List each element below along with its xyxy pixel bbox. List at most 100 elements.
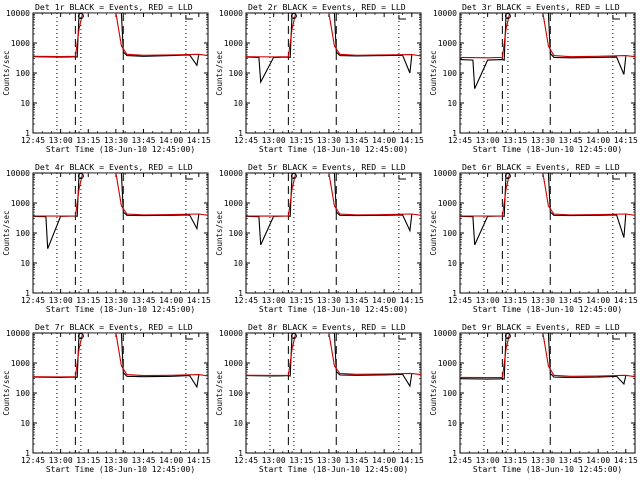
x-tick-label: 12:45 bbox=[21, 456, 45, 465]
plot-frame bbox=[459, 172, 636, 294]
series-line-events bbox=[33, 173, 200, 249]
x-tick-label: 12:45 bbox=[21, 296, 45, 305]
series-line-events bbox=[33, 13, 200, 67]
x-tick-label: 12:45 bbox=[448, 296, 472, 305]
y-tick-label: 100 bbox=[229, 69, 244, 78]
y-tick-label: 10000 bbox=[433, 169, 457, 178]
plot-frame bbox=[245, 332, 422, 454]
y-tick-label: 10 bbox=[233, 259, 243, 268]
y-tick-label: 1000 bbox=[11, 359, 30, 368]
y-tick-label: 1000 bbox=[224, 359, 243, 368]
x-tick-label: 13:00 bbox=[262, 296, 286, 305]
y-tick-label: 10000 bbox=[433, 329, 457, 338]
y-tick-label: 1000 bbox=[438, 359, 457, 368]
x-tick-label: 13:30 bbox=[531, 296, 555, 305]
marker-bracket bbox=[612, 15, 620, 20]
x-tick-label: 13:30 bbox=[104, 456, 128, 465]
y-tick-label: 10 bbox=[233, 419, 243, 428]
y-axis-label: Counts/sec bbox=[2, 50, 11, 95]
chart-panel-1: Det 1r BLACK = Events, RED = LLD 1 10 100 10… bbox=[2, 2, 211, 154]
marker-bracket bbox=[612, 335, 620, 340]
y-tick-label: 10 bbox=[447, 99, 457, 108]
series-line-lld bbox=[460, 333, 635, 379]
y-tick-label: 1 bbox=[452, 289, 457, 298]
y-tick-label: 100 bbox=[443, 69, 458, 78]
series-line-events bbox=[460, 333, 627, 386]
x-tick-label: 13:45 bbox=[344, 136, 368, 145]
y-tick-label: 100 bbox=[16, 69, 31, 78]
x-tick-label: 14:15 bbox=[400, 296, 424, 305]
x-tick-label: 13:45 bbox=[558, 456, 582, 465]
chart-panel-6: Det 6r BLACK = Events, RED = LLD 1 10 100 10… bbox=[429, 162, 638, 314]
chart-panel-9: Det 9r BLACK = Events, RED = LLD 1 10 100 10… bbox=[429, 322, 638, 474]
marker-circle bbox=[504, 13, 511, 19]
chart-title: Det 6r BLACK = Events, RED = LLD bbox=[462, 162, 620, 172]
marker-bracket bbox=[185, 15, 193, 20]
x-tick-label: 13:30 bbox=[317, 456, 341, 465]
y-tick-label: 10000 bbox=[6, 9, 30, 18]
marker-circle bbox=[504, 333, 511, 339]
chart-panel-4: Det 4r BLACK = Events, RED = LLD 1 10 100 10… bbox=[2, 162, 211, 314]
marker-bracket bbox=[185, 335, 193, 340]
x-tick-label: 14:15 bbox=[614, 296, 638, 305]
x-axis-label: Start Time (18-Jun-10 12:45:00) bbox=[259, 305, 408, 314]
marker-circle bbox=[77, 333, 84, 339]
marker-circle bbox=[77, 173, 84, 179]
series-line-lld bbox=[460, 173, 635, 217]
x-tick-label: 14:15 bbox=[187, 456, 211, 465]
x-axis-label: Start Time (18-Jun-10 12:45:00) bbox=[259, 465, 408, 474]
x-tick-label: 14:00 bbox=[372, 136, 396, 145]
x-tick-label: 14:15 bbox=[187, 296, 211, 305]
x-tick-label: 13:30 bbox=[317, 296, 341, 305]
x-tick-label: 13:15 bbox=[289, 456, 313, 465]
x-axis-label: Start Time (18-Jun-10 12:45:00) bbox=[473, 465, 622, 474]
x-tick-label: 13:00 bbox=[49, 136, 73, 145]
chart-title: Det 3r BLACK = Events, RED = LLD bbox=[462, 2, 620, 12]
x-axis-label: Start Time (18-Jun-10 12:45:00) bbox=[46, 305, 195, 314]
x-tick-label: 13:30 bbox=[104, 296, 128, 305]
series-line-events bbox=[33, 333, 200, 389]
marker-circle bbox=[290, 13, 297, 19]
x-axis-label: Start Time (18-Jun-10 12:45:00) bbox=[259, 145, 408, 154]
chart-panel-7: Det 7r BLACK = Events, RED = LLD 1 10 100 10… bbox=[2, 322, 211, 474]
y-tick-label: 100 bbox=[16, 389, 31, 398]
x-tick-label: 13:45 bbox=[558, 296, 582, 305]
x-tick-label: 14:00 bbox=[159, 456, 183, 465]
marker-bracket bbox=[398, 335, 406, 340]
y-axis-label: Counts/sec bbox=[429, 210, 438, 255]
y-tick-label: 100 bbox=[443, 389, 458, 398]
plot-frame bbox=[245, 12, 422, 134]
x-tick-label: 13:00 bbox=[262, 136, 286, 145]
marker-circle bbox=[290, 333, 297, 339]
plot-frame bbox=[32, 332, 209, 454]
y-tick-label: 1000 bbox=[11, 39, 30, 48]
x-tick-label: 14:15 bbox=[400, 456, 424, 465]
chart-panel-3: Det 3r BLACK = Events, RED = LLD 1 10 100 10… bbox=[429, 2, 638, 154]
x-tick-label: 13:45 bbox=[131, 456, 155, 465]
y-tick-label: 1 bbox=[238, 289, 243, 298]
x-tick-label: 13:00 bbox=[476, 296, 500, 305]
x-axis-label: Start Time (18-Jun-10 12:45:00) bbox=[473, 305, 622, 314]
series-line-lld bbox=[33, 333, 208, 378]
marker-circle bbox=[504, 173, 511, 179]
y-tick-label: 10000 bbox=[219, 9, 243, 18]
y-tick-label: 10 bbox=[20, 419, 30, 428]
y-tick-label: 10000 bbox=[219, 329, 243, 338]
x-tick-label: 14:00 bbox=[586, 136, 610, 145]
x-tick-label: 12:45 bbox=[21, 136, 45, 145]
x-tick-label: 13:45 bbox=[131, 136, 155, 145]
y-tick-label: 1000 bbox=[11, 199, 30, 208]
marker-bracket bbox=[398, 15, 406, 20]
y-tick-label: 10000 bbox=[433, 9, 457, 18]
x-tick-label: 12:45 bbox=[234, 136, 258, 145]
chart-title: Det 1r BLACK = Events, RED = LLD bbox=[35, 2, 193, 12]
x-tick-label: 13:30 bbox=[531, 136, 555, 145]
y-tick-label: 1000 bbox=[438, 39, 457, 48]
x-tick-label: 13:45 bbox=[558, 136, 582, 145]
x-tick-label: 12:45 bbox=[448, 456, 472, 465]
series-line-events bbox=[246, 173, 413, 246]
marker-circle bbox=[290, 173, 297, 179]
x-tick-label: 13:00 bbox=[49, 456, 73, 465]
y-tick-label: 1 bbox=[452, 449, 457, 458]
x-tick-label: 13:00 bbox=[476, 456, 500, 465]
